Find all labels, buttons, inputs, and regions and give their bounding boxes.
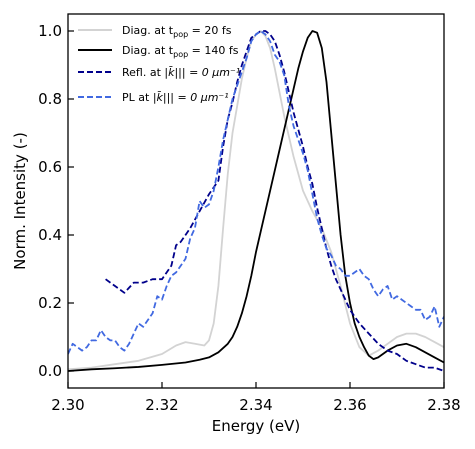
y-tick-label: 0.4: [38, 226, 62, 244]
x-tick-label: 2.36: [333, 396, 366, 414]
y-tick-label: 0.0: [38, 362, 62, 380]
x-tick-label: 2.34: [239, 396, 272, 414]
y-tick-label: 0.2: [38, 294, 62, 312]
plot-area: [68, 14, 444, 388]
x-tick-label: 2.30: [51, 396, 84, 414]
legend-label-refl: Refl. at |k̄||| = 0 μm⁻¹: [122, 66, 240, 79]
x-axis-label: Energy (eV): [212, 417, 300, 435]
y-tick-label: 1.0: [38, 22, 62, 40]
series-layer: [68, 30, 444, 372]
x-tick-label: 2.32: [145, 396, 178, 414]
ticks-layer: 2.30 2.32 2.34 2.36 2.38 0.0 0.2 0.4 0.6 0.8 1.0: [38, 22, 461, 414]
legend-label-diag140: Diag. at tpop = 140 fs: [122, 44, 239, 59]
y-axis-label: Norm. Intensity (-): [11, 132, 29, 270]
series-line-diag140: [68, 30, 444, 372]
legend-label-diag20: Diag. at tpop = 20 fs: [122, 24, 232, 39]
legend-label-pl: PL at |k̄||| = 0 μm⁻¹: [122, 91, 229, 104]
y-tick-label: 0.8: [38, 90, 62, 108]
y-tick-label: 0.6: [38, 158, 62, 176]
x-tick-label: 2.38: [427, 396, 460, 414]
legend: Diag. at tpop = 20 fs Diag. at tpop = 14…: [78, 24, 240, 104]
series-line-pl: [68, 30, 444, 355]
series-line-diag20: [68, 30, 444, 371]
